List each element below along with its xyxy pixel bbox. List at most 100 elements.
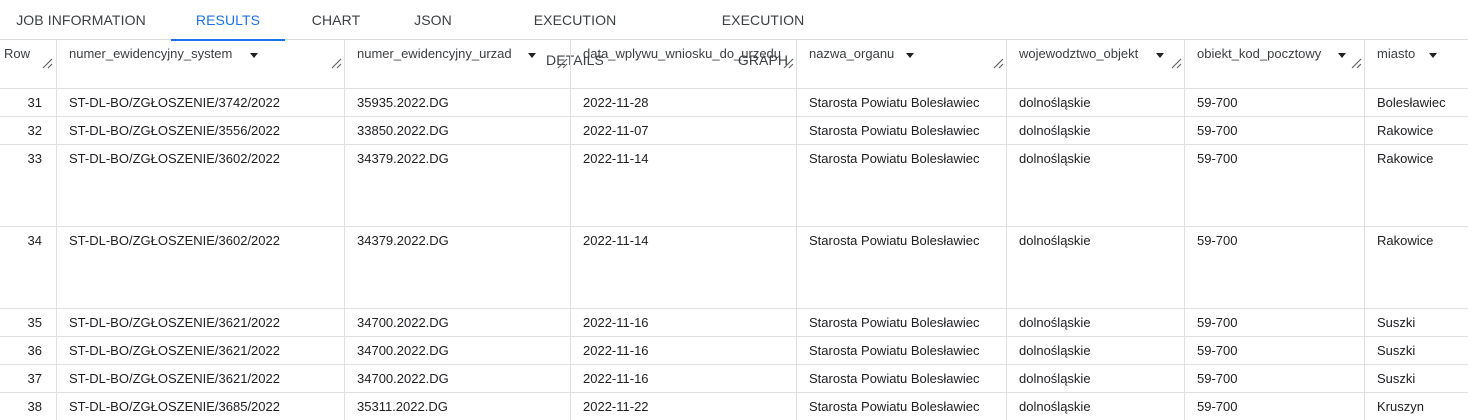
column-divider <box>1184 40 1185 420</box>
caret-down-icon[interactable] <box>528 53 536 58</box>
resize-handle-icon[interactable] <box>330 57 342 69</box>
resize-handle-icon[interactable] <box>556 57 568 69</box>
table-cell: dolnośląskie <box>1019 315 1091 330</box>
table-cell: dolnośląskie <box>1019 399 1091 414</box>
row-divider <box>0 364 1468 365</box>
caret-down-icon[interactable] <box>1429 53 1437 58</box>
table-cell: 2022-11-07 <box>583 123 649 138</box>
table-cell: 35935.2022.DG <box>357 95 449 110</box>
caret-down-icon[interactable] <box>1156 53 1164 58</box>
table-cell: Starosta Powiatu Bolesławiec <box>809 151 980 166</box>
tab-job-information[interactable]: JOB INFORMATION <box>16 12 146 28</box>
table-cell: Bolesławiec <box>1377 95 1446 110</box>
table-cell: 2022-11-16 <box>583 371 649 386</box>
row-number: 37 <box>27 371 42 386</box>
table-cell: dolnośląskie <box>1019 95 1091 110</box>
row-divider <box>0 88 1468 89</box>
column-divider <box>344 40 345 420</box>
table-cell: 2022-11-16 <box>583 315 649 330</box>
column-divider <box>1006 40 1007 420</box>
row-number: 32 <box>27 123 42 138</box>
column-header-obiekt-kod-pocztowy[interactable]: obiekt_kod_pocztowy <box>1184 40 1364 88</box>
row-number: 31 <box>27 95 42 110</box>
table-cell: 59-700 <box>1197 95 1238 110</box>
column-header-wojewodztwo-objekt[interactable]: wojewodztwo_objekt <box>1006 40 1184 88</box>
table-cell: 59-700 <box>1197 371 1238 386</box>
row-divider <box>0 116 1468 117</box>
table-cell: Rakowice <box>1377 233 1434 248</box>
results-tabbar: JOB INFORMATION RESULTS CHART JSON EXECU… <box>0 0 1468 68</box>
caret-down-icon[interactable] <box>1338 53 1346 58</box>
resize-handle-icon[interactable] <box>782 57 794 69</box>
table-cell: Starosta Powiatu Bolesławiec <box>809 399 980 414</box>
table-cell: 34379.2022.DG <box>357 151 449 166</box>
column-header-nazwa-organu[interactable]: nazwa_organu <box>796 40 1006 88</box>
table-cell: 2022-11-14 <box>583 233 649 248</box>
resize-handle-icon[interactable] <box>992 57 1004 69</box>
column-header-label: wojewodztwo_objekt <box>1019 46 1139 61</box>
table-cell: 59-700 <box>1197 233 1238 248</box>
column-header-label: numer_ewidencyjny_urzad <box>357 46 512 61</box>
tab-chart[interactable]: CHART <box>311 12 361 28</box>
column-header-data-wplywu-wniosku-do-urzedu[interactable]: data_wplywu_wniosku_do_urzedu <box>570 40 796 88</box>
table-cell: ST-DL-BO/ZGŁOSZENIE/3602/2022 <box>69 233 280 248</box>
results-table: Row numer_ewidencyjny_system numer_ewidenc… <box>0 40 1468 420</box>
row-number-header-label: Row <box>4 46 31 61</box>
row-number: 38 <box>27 399 42 414</box>
column-header-numer-ewidencyjny-urzad[interactable]: numer_ewidencyjny_urzad <box>344 40 570 88</box>
table-cell: ST-DL-BO/ZGŁOSZENIE/3742/2022 <box>69 95 280 110</box>
row-divider <box>0 144 1468 145</box>
resize-handle-icon[interactable] <box>1350 57 1362 69</box>
table-cell: Starosta Powiatu Bolesławiec <box>809 315 980 330</box>
table-cell: dolnośląskie <box>1019 233 1091 248</box>
column-header-label: data_wplywu_wniosku_do_urzedu <box>583 46 782 61</box>
column-header-label: nazwa_organu <box>809 46 895 61</box>
table-cell: 34700.2022.DG <box>357 343 449 358</box>
table-cell: ST-DL-BO/ZGŁOSZENIE/3621/2022 <box>69 371 280 386</box>
table-cell: 2022-11-22 <box>583 399 649 414</box>
table-cell: 2022-11-14 <box>583 151 649 166</box>
table-cell: 2022-11-16 <box>583 343 649 358</box>
table-cell: ST-DL-BO/ZGŁOSZENIE/3602/2022 <box>69 151 280 166</box>
tab-results[interactable]: RESULTS <box>171 0 285 41</box>
table-cell: 34700.2022.DG <box>357 371 449 386</box>
table-cell: 34700.2022.DG <box>357 315 449 330</box>
row-divider <box>0 308 1468 309</box>
table-cell: 59-700 <box>1197 123 1238 138</box>
column-header-numer-ewidencyjny-system[interactable]: numer_ewidencyjny_system <box>56 40 344 88</box>
table-cell: dolnośląskie <box>1019 371 1091 386</box>
table-cell: 33850.2022.DG <box>357 123 449 138</box>
table-cell: dolnośląskie <box>1019 123 1091 138</box>
table-cell: ST-DL-BO/ZGŁOSZENIE/3685/2022 <box>69 399 280 414</box>
table-cell: Suszki <box>1377 371 1416 386</box>
column-header-label: numer_ewidencyjny_system <box>69 46 233 61</box>
table-cell: ST-DL-BO/ZGŁOSZENIE/3556/2022 <box>69 123 280 138</box>
table-cell: Rakowice <box>1377 123 1434 138</box>
table-cell: Rakowice <box>1377 151 1434 166</box>
row-number: 35 <box>27 315 42 330</box>
tab-json[interactable]: JSON <box>414 12 452 28</box>
table-cell: 59-700 <box>1197 399 1238 414</box>
row-number: 36 <box>27 343 42 358</box>
tab-execution-details[interactable]: EXECUTION DETAILS <box>533 12 617 68</box>
column-divider <box>796 40 797 420</box>
table-cell: Suszki <box>1377 343 1416 358</box>
table-cell: 2022-11-28 <box>583 95 649 110</box>
table-cell: 35311.2022.DG <box>357 399 448 414</box>
table-cell: Starosta Powiatu Bolesławiec <box>809 123 980 138</box>
table-cell: 59-700 <box>1197 315 1238 330</box>
row-number-header: Row <box>0 40 56 88</box>
resize-handle-icon[interactable] <box>41 57 53 69</box>
resize-handle-icon[interactable] <box>1170 57 1182 69</box>
column-header-miasto[interactable]: miasto <box>1364 40 1468 88</box>
tab-execution-graph[interactable]: EXECUTION GRAPH <box>721 12 805 68</box>
table-cell: ST-DL-BO/ZGŁOSZENIE/3621/2022 <box>69 343 280 358</box>
row-divider <box>0 392 1468 393</box>
table-cell: Starosta Powiatu Bolesławiec <box>809 343 980 358</box>
caret-down-icon[interactable] <box>250 53 258 58</box>
table-cell: Starosta Powiatu Bolesławiec <box>809 233 980 248</box>
row-divider <box>0 226 1468 227</box>
table-cell: 59-700 <box>1197 151 1238 166</box>
column-divider <box>570 40 571 420</box>
caret-down-icon[interactable] <box>906 53 914 58</box>
